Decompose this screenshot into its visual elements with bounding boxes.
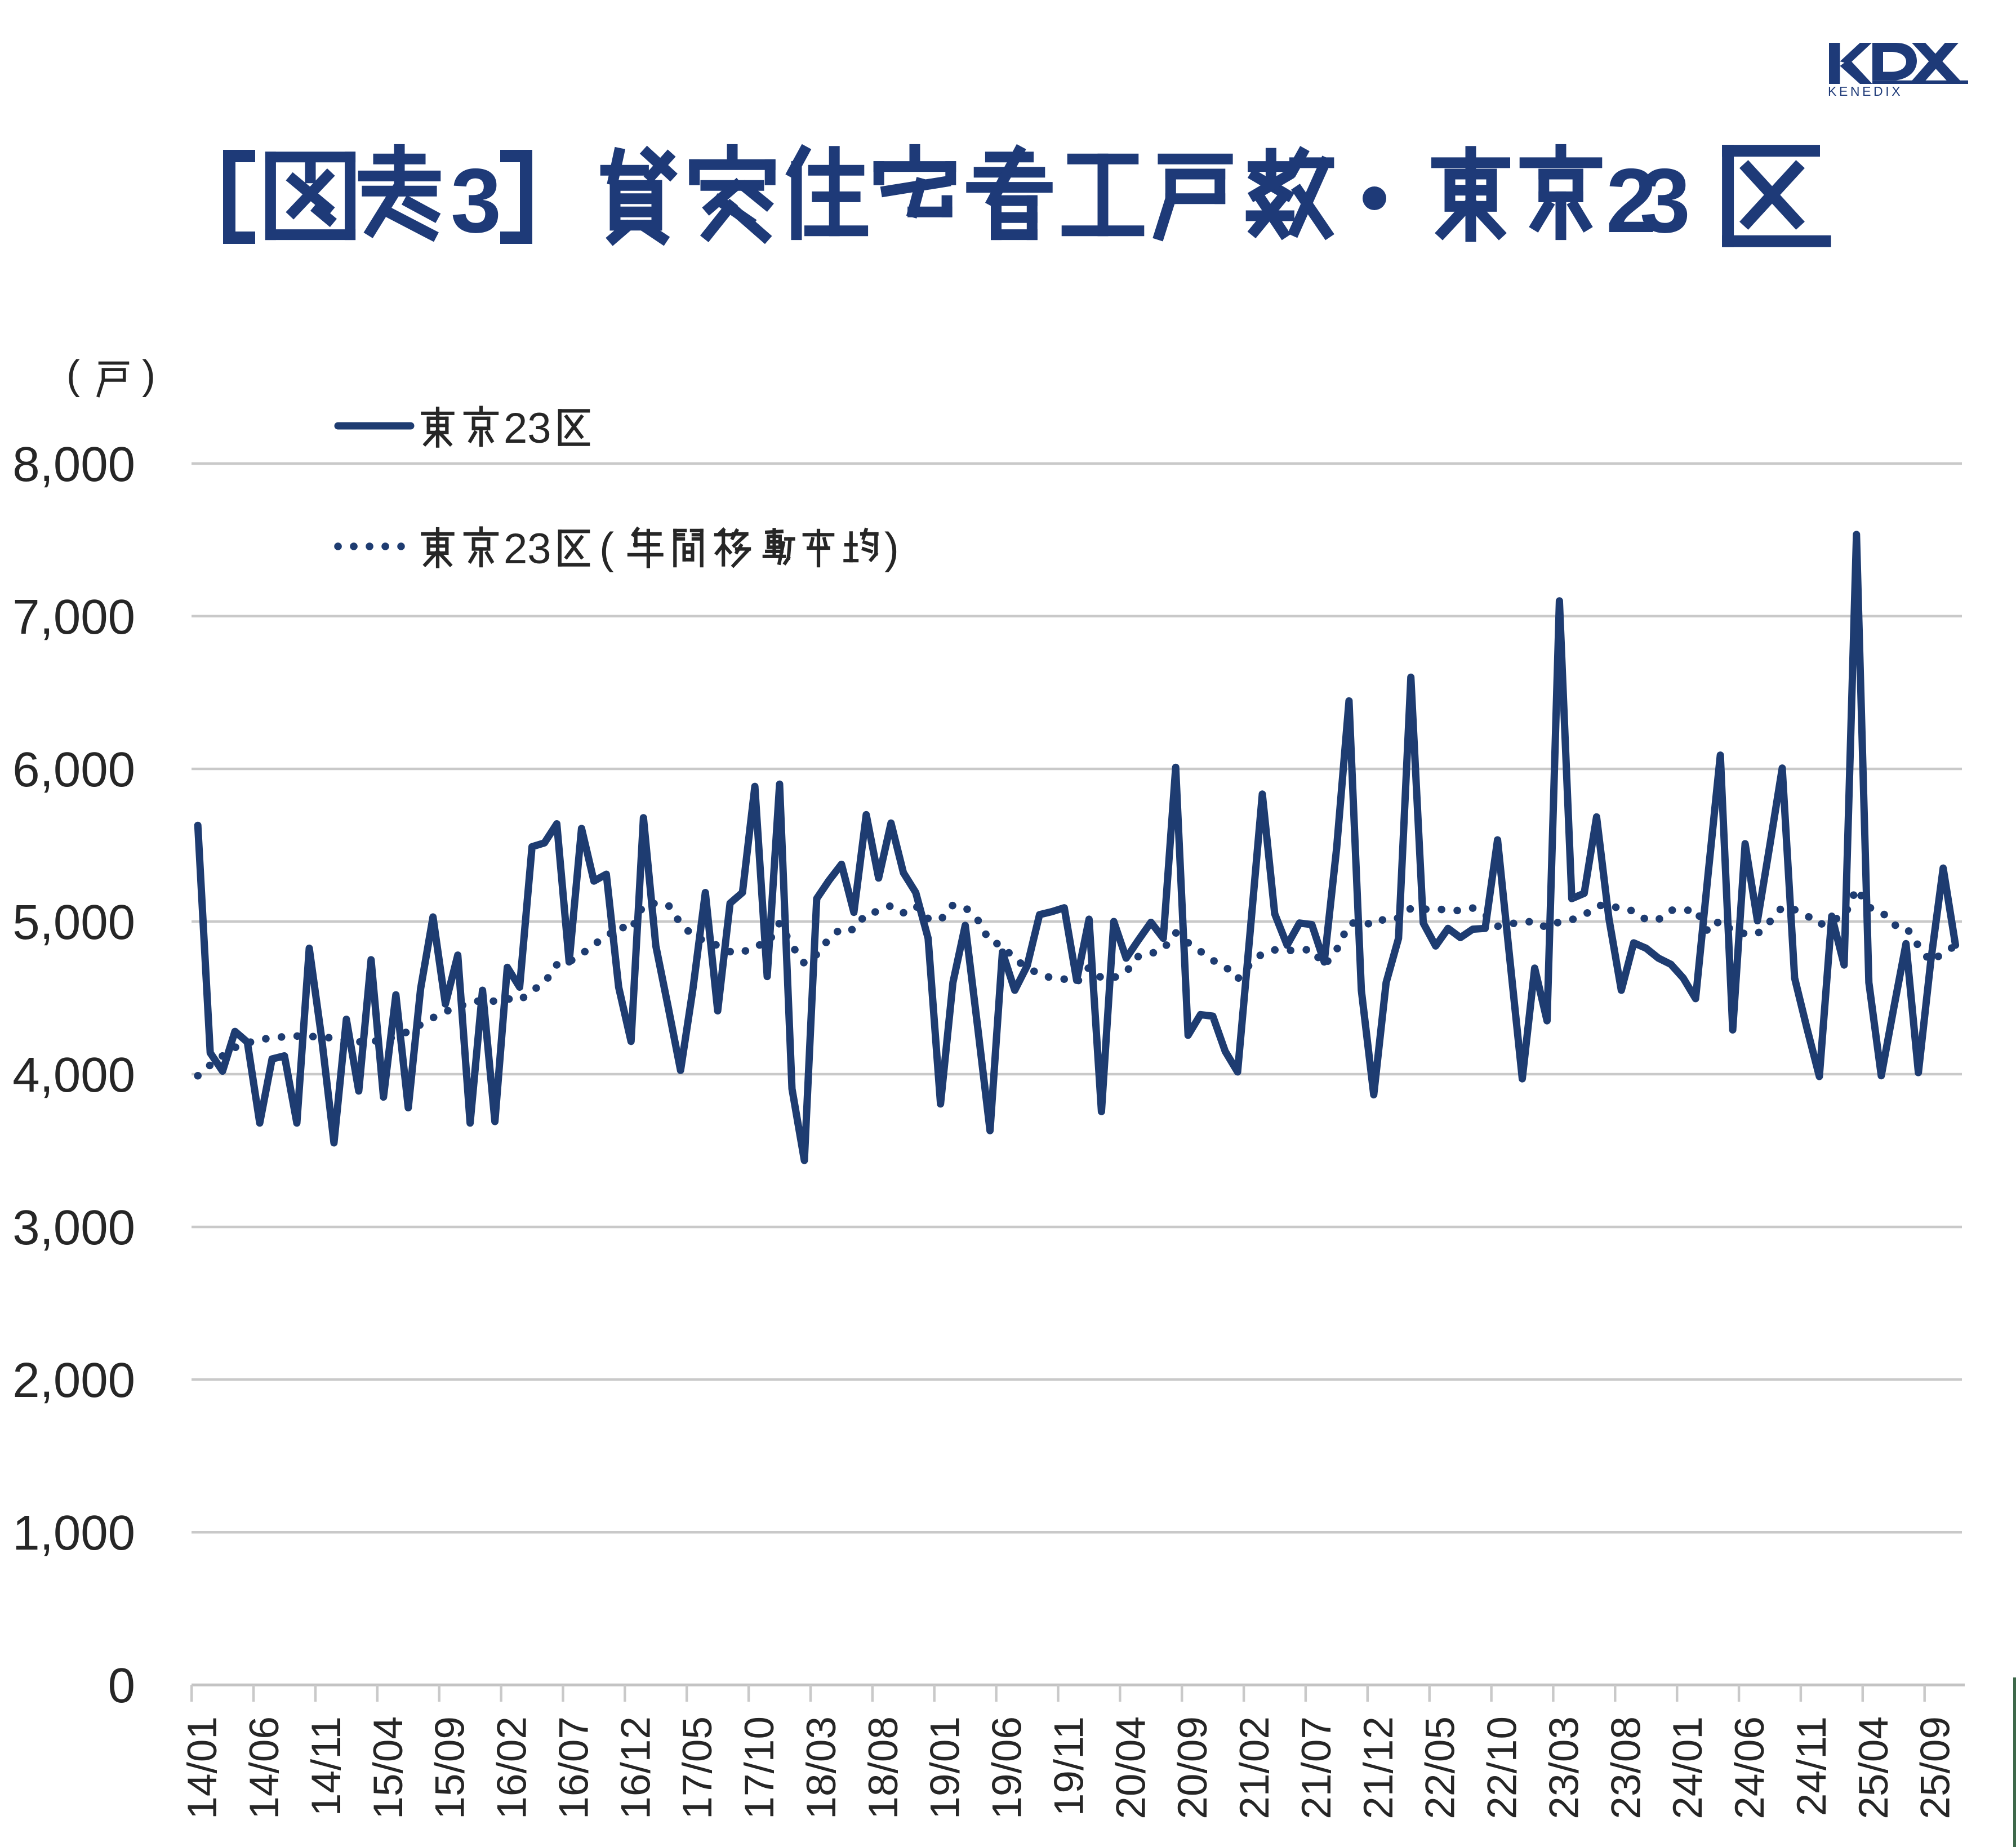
svg-text:16/12: 16/12 bbox=[613, 1716, 658, 1819]
svg-text:2,000: 2,000 bbox=[12, 1353, 135, 1408]
svg-text:21/07: 21/07 bbox=[1294, 1716, 1339, 1819]
svg-text:16/02: 16/02 bbox=[489, 1716, 535, 1819]
svg-text:5,000: 5,000 bbox=[12, 895, 135, 950]
svg-text:3: 3 bbox=[451, 150, 501, 252]
svg-text:7,000: 7,000 bbox=[12, 590, 135, 644]
svg-text:): ) bbox=[884, 523, 899, 573]
svg-text:(: ( bbox=[599, 523, 614, 573]
svg-text:22/10: 22/10 bbox=[1480, 1716, 1525, 1819]
svg-text:24/11: 24/11 bbox=[1789, 1716, 1835, 1816]
svg-text:23: 23 bbox=[1606, 150, 1690, 252]
svg-text:23/03: 23/03 bbox=[1541, 1716, 1587, 1819]
svg-text:1,000: 1,000 bbox=[12, 1506, 135, 1560]
svg-text:18/08: 18/08 bbox=[861, 1716, 906, 1819]
svg-text:20/09: 20/09 bbox=[1170, 1716, 1216, 1819]
svg-text:15/04: 15/04 bbox=[366, 1716, 411, 1819]
svg-text:3,000: 3,000 bbox=[12, 1200, 135, 1255]
svg-text:): ) bbox=[142, 353, 155, 398]
svg-text:25/04: 25/04 bbox=[1851, 1716, 1897, 1819]
svg-text:23: 23 bbox=[504, 525, 551, 573]
svg-text:16/07: 16/07 bbox=[551, 1716, 597, 1819]
svg-text:15/09: 15/09 bbox=[428, 1716, 473, 1819]
svg-text:20/04: 20/04 bbox=[1108, 1716, 1154, 1819]
svg-text:8,000: 8,000 bbox=[12, 437, 135, 492]
svg-text:0: 0 bbox=[108, 1658, 135, 1713]
svg-text:21/02: 21/02 bbox=[1232, 1716, 1278, 1819]
svg-text:14/06: 14/06 bbox=[242, 1716, 287, 1819]
svg-text:24/01: 24/01 bbox=[1665, 1716, 1711, 1819]
svg-text:4,000: 4,000 bbox=[12, 1048, 135, 1102]
svg-text:18/03: 18/03 bbox=[799, 1716, 844, 1819]
svg-text:24/06: 24/06 bbox=[1727, 1716, 1773, 1819]
svg-text:17/05: 17/05 bbox=[675, 1716, 720, 1819]
svg-text:KENEDIX: KENEDIX bbox=[1828, 84, 1903, 99]
svg-text:22/05: 22/05 bbox=[1418, 1716, 1463, 1819]
svg-text:19/06: 19/06 bbox=[985, 1716, 1030, 1819]
svg-text:23/08: 23/08 bbox=[1603, 1716, 1649, 1819]
svg-text:21/12: 21/12 bbox=[1356, 1716, 1401, 1819]
svg-text:23: 23 bbox=[504, 404, 551, 452]
svg-text:14/11: 14/11 bbox=[304, 1716, 349, 1816]
svg-text:19/01: 19/01 bbox=[923, 1716, 968, 1819]
svg-text:14/01: 14/01 bbox=[180, 1716, 225, 1819]
svg-text:6,000: 6,000 bbox=[12, 742, 135, 797]
svg-text:25/09: 25/09 bbox=[1913, 1716, 1959, 1819]
svg-text:19/11: 19/11 bbox=[1046, 1716, 1092, 1816]
svg-text:17/10: 17/10 bbox=[737, 1716, 782, 1819]
svg-text:(: ( bbox=[66, 353, 80, 398]
